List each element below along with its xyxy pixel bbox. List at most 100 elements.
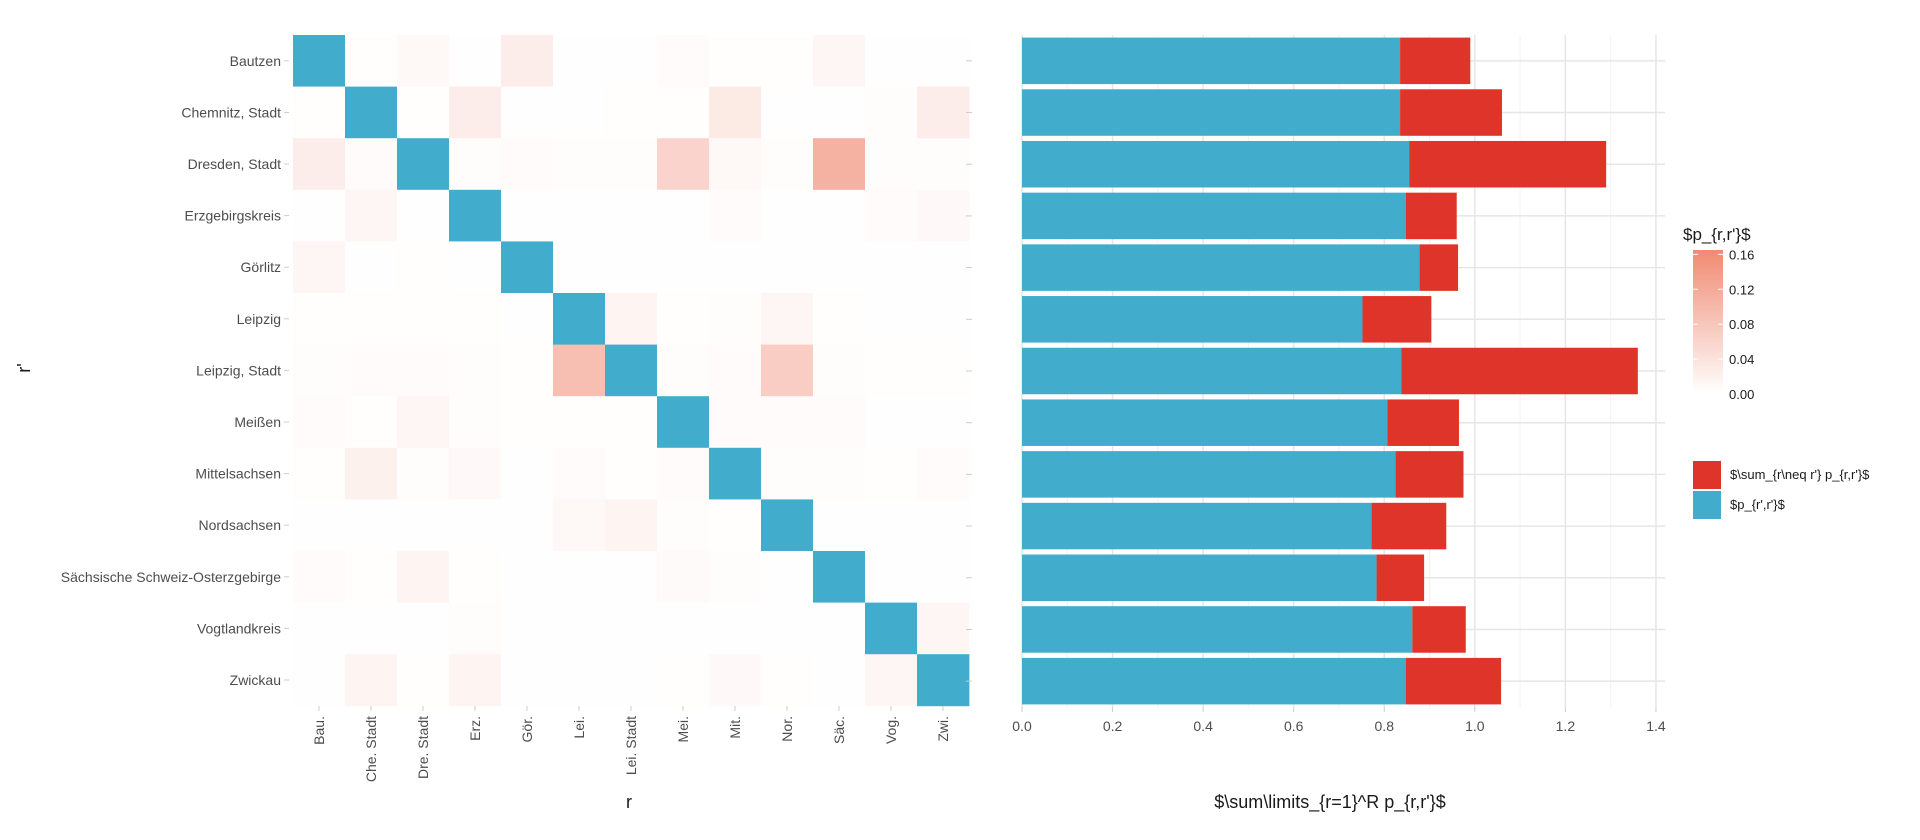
heatmap-cell [293,86,346,139]
heatmap-cell [293,138,346,191]
bar-x-tick-label: 0.8 [1375,718,1395,734]
bar-x-tick-label: 0.2 [1103,718,1123,734]
colorbar-tick-label: 0.00 [1729,387,1754,402]
heatmap-cell [917,344,970,397]
heatmap-cell [397,396,450,449]
heatmap-cell [345,551,398,603]
heatmap-cell [605,396,658,449]
heatmap-cell [553,344,606,397]
heatmap-row-label: Chemnitz, Stadt [181,104,281,120]
heatmap-cell [345,138,398,191]
bar-segment-offdiagonal [1395,451,1464,498]
heatmap-col-label: Bau. [311,716,327,745]
bar-segment-diagonal [1022,554,1377,602]
heatmap-cell [813,293,866,345]
heatmap-cell [917,35,970,87]
heatmap-cell [553,189,606,242]
heatmap-cell [449,654,502,707]
heatmap-cell [917,654,970,707]
heatmap-cell [709,344,762,397]
heatmap-cell [865,35,918,87]
heatmap-cell [761,241,814,294]
heatmap-col-label: Säc. [831,716,847,744]
heatmap-cell [605,551,658,603]
heatmap-cell [553,293,606,345]
heatmap-cell [449,447,502,500]
colorbar-tick-label: 0.16 [1729,247,1754,262]
heatmap-cell [917,86,970,139]
heatmap-cell [709,293,762,345]
heatmap-row-label: Bautzen [230,53,281,69]
colorbar-title: $p_{r,r'}$ [1683,225,1751,244]
heatmap-cell [449,344,502,397]
bar-segment-diagonal [1022,657,1406,705]
heatmap-cell [657,654,710,707]
bar-segment-diagonal [1022,89,1401,136]
heatmap-cell [709,551,762,603]
bar-segment-offdiagonal [1405,192,1457,240]
heatmap-cell [657,241,710,294]
heatmap-cell [553,447,606,500]
heatmap-cell [501,551,554,603]
bar-x-tick-label: 1.0 [1465,718,1485,734]
heatmap-row-label: Meißen [234,414,281,430]
heatmap-cell [345,654,398,707]
heatmap-cell [709,447,762,500]
heatmap-cell [345,293,398,345]
heatmap-cell [605,293,658,345]
colorbar-tick-label: 0.12 [1729,282,1754,297]
heatmap-cell [345,241,398,294]
heatmap-cell [449,86,502,139]
heatmap-cell [657,189,710,242]
heatmap-cell [293,189,346,242]
bar-x-tick-label: 0.0 [1012,718,1032,734]
heatmap-cell [397,447,450,500]
heatmap-cell [865,86,918,139]
heatmap-cell [605,241,658,294]
heatmap-cell [657,396,710,449]
heatmap-cell [813,241,866,294]
heatmap-row-label: Vogtlandkreis [197,620,281,636]
heatmap-cell [397,86,450,139]
heatmap-cell [761,189,814,242]
heatmap-cell [397,602,450,655]
heatmap-cell [449,396,502,449]
heatmap-cell [397,654,450,707]
heatmap-cell [865,499,918,552]
bar-segment-diagonal [1022,140,1410,188]
bar-panel: 0.0 0.2 0.4 0.6 0.8 1.0 1.2 1.4 [966,35,1666,734]
bar-segment-diagonal [1022,451,1396,498]
heatmap-cell [397,293,450,345]
heatmap-row-label: Zwickau [230,672,281,688]
heatmap-x-axis-title: r [626,792,632,812]
colorbar-tick-label: 0.08 [1729,317,1754,332]
heatmap-cell [397,189,450,242]
heatmap-cell [293,35,346,87]
heatmap-row-label: Leipzig, Stadt [196,362,281,378]
heatmap-cell [293,293,346,345]
bar-segment-diagonal [1022,606,1413,653]
heatmap-cell [449,602,502,655]
legend-swatch-offdiagonal [1693,461,1721,489]
heatmap-cell [761,86,814,139]
heatmap-cell [293,499,346,552]
heatmap-cell [605,189,658,242]
heatmap-cell [293,602,346,655]
heatmap-cell [293,241,346,294]
bar-segment-diagonal [1022,502,1372,550]
heatmap-cell [761,551,814,603]
heatmap-cell [709,138,762,191]
heatmap-cell [397,241,450,294]
heatmap-cell [813,551,866,603]
bar-segment-diagonal [1022,347,1402,395]
heatmap-cell [501,35,554,87]
heatmap-cell [501,293,554,345]
heatmap-cell [553,396,606,449]
heatmap-cell [761,35,814,87]
heatmap-cell [657,138,710,191]
heatmap-col-label: Mei. [675,716,691,742]
heatmap-cell [345,189,398,242]
heatmap-cell [345,602,398,655]
heatmap-cell [397,551,450,603]
heatmap-cell [605,138,658,191]
